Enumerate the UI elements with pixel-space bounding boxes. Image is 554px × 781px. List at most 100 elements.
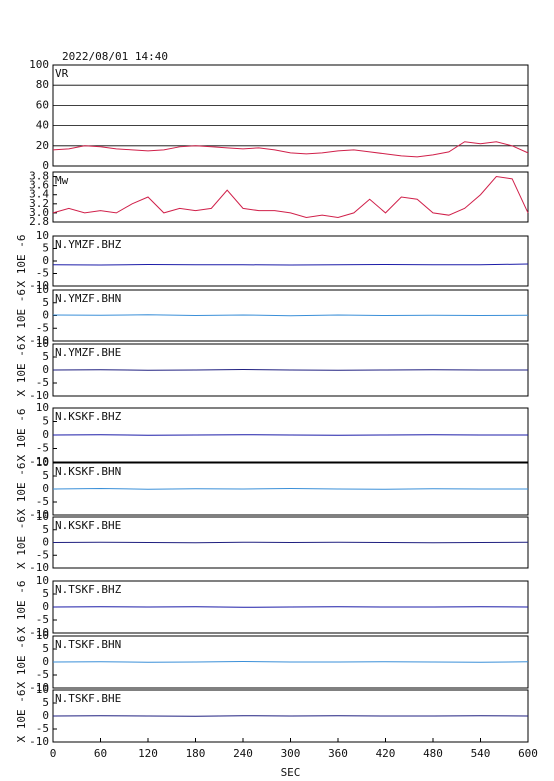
series-label: N.YMZF.BHN xyxy=(55,292,121,305)
y-axis-label: X 10E -6 xyxy=(15,235,28,288)
x-tick-label: 60 xyxy=(94,747,107,760)
y-tick-label: 0 xyxy=(42,655,49,668)
y-tick-label: 0 xyxy=(42,428,49,441)
chart-title: 2022/08/01 14:40 xyxy=(62,50,168,63)
y-tick-label: 100 xyxy=(29,58,49,71)
trace xyxy=(52,368,528,371)
series-label: N.TSKF.BHE xyxy=(55,692,121,705)
y-tick-label: 5 xyxy=(42,642,49,655)
y-tick-label: 0 xyxy=(42,159,49,172)
y-tick-label: 0 xyxy=(42,482,49,495)
y-tick-label: -10 xyxy=(29,561,49,574)
trace xyxy=(52,176,529,218)
x-tick-label: 480 xyxy=(423,747,443,760)
series-label: N.YMZF.BHZ xyxy=(55,238,122,251)
y-tick-label: 0 xyxy=(42,309,49,322)
y-tick-label: 5 xyxy=(42,296,49,309)
y-tick-label: 0 xyxy=(42,709,49,722)
x-tick-label: 120 xyxy=(138,747,158,760)
series-label: N.YMZF.BHE xyxy=(55,346,121,359)
y-tick-label: 20 xyxy=(36,139,49,152)
y-tick-label: 10 xyxy=(36,456,49,469)
y-axis-label: X 10E -6 xyxy=(15,463,28,516)
trace xyxy=(52,314,529,317)
y-tick-label: 2.8 xyxy=(29,215,49,228)
y-tick-label: 10 xyxy=(36,401,49,414)
trace xyxy=(52,141,529,158)
y-tick-label: 0 xyxy=(42,536,49,549)
trace xyxy=(52,263,529,266)
x-tick-label: 180 xyxy=(186,747,206,760)
y-tick-label: 3.4 xyxy=(29,188,49,201)
y-tick-label: 10 xyxy=(36,510,49,523)
y-tick-label: -5 xyxy=(36,376,49,389)
y-axis-label: X 10E -6 xyxy=(15,344,28,397)
y-axis-label: X 10E -6 xyxy=(15,636,28,689)
x-tick-label: 360 xyxy=(328,747,348,760)
y-tick-label: -5 xyxy=(36,613,49,626)
y-axis-label: X 10E -6 xyxy=(15,581,28,634)
y-tick-label: 0 xyxy=(42,600,49,613)
series-label: N.KSKF.BHZ xyxy=(55,410,122,423)
y-tick-label: -5 xyxy=(36,442,49,455)
y-tick-label: 10 xyxy=(36,629,49,642)
y-tick-label: -10 xyxy=(29,681,49,694)
series-label: Mw xyxy=(55,174,69,187)
y-tick-label: 5 xyxy=(42,587,49,600)
y-tick-label: 5 xyxy=(42,469,49,482)
y-tick-label: 3.6 xyxy=(29,179,49,192)
trace xyxy=(52,660,529,663)
y-tick-label: 5 xyxy=(42,242,49,255)
x-tick-label: 240 xyxy=(233,747,253,760)
series-label: N.KSKF.BHN xyxy=(55,465,121,478)
y-tick-label: -5 xyxy=(36,267,49,280)
y-axis-label: X 10E -6 xyxy=(15,516,28,569)
y-tick-label: 3.0 xyxy=(29,206,49,219)
y-tick-label: -5 xyxy=(36,722,49,735)
x-tick-label: 600 xyxy=(518,747,538,760)
series-label: N.TSKF.BHZ xyxy=(55,583,122,596)
y-tick-label: -10 xyxy=(29,455,49,468)
trace xyxy=(52,487,528,490)
y-tick-label: 5 xyxy=(42,415,49,428)
x-tick-label: 0 xyxy=(50,747,57,760)
panel-frame xyxy=(52,171,529,223)
y-tick-label: 10 xyxy=(36,283,49,296)
y-tick-label: 80 xyxy=(36,78,49,91)
x-tick-label: 300 xyxy=(281,747,301,760)
y-tick-label: 10 xyxy=(36,683,49,696)
y-tick-label: 5 xyxy=(42,523,49,536)
series-label: N.TSKF.BHN xyxy=(55,638,121,651)
y-axis-label: X 10E -6 xyxy=(15,409,28,462)
y-tick-label: 3.8 xyxy=(29,170,49,183)
y-tick-label: 0 xyxy=(42,254,49,267)
y-tick-label: -10 xyxy=(29,735,49,748)
y-tick-label: -10 xyxy=(29,626,49,639)
trace xyxy=(52,434,528,436)
y-tick-label: -10 xyxy=(29,279,49,292)
y-tick-label: -5 xyxy=(36,321,49,334)
y-tick-label: -10 xyxy=(29,389,49,402)
y-tick-label: -10 xyxy=(29,334,49,347)
panel-frame xyxy=(52,64,529,167)
y-tick-label: -5 xyxy=(36,548,49,561)
y-tick-label: 40 xyxy=(36,119,49,132)
y-axis-label: X 10E -6 xyxy=(15,690,28,743)
y-tick-label: -10 xyxy=(29,508,49,521)
y-tick-label: 60 xyxy=(36,98,49,111)
y-tick-label: -5 xyxy=(36,668,49,681)
y-tick-label: 10 xyxy=(36,574,49,587)
y-tick-label: 10 xyxy=(36,229,49,242)
panel-frame xyxy=(52,235,529,287)
y-tick-label: 10 xyxy=(36,337,49,350)
y-tick-label: 0 xyxy=(42,363,49,376)
y-tick-label: 5 xyxy=(42,350,49,363)
x-axis-label: SEC xyxy=(281,766,301,779)
y-tick-label: 3.2 xyxy=(29,197,49,210)
y-axis-label: X 10E -6 xyxy=(15,289,28,342)
y-tick-label: -5 xyxy=(36,495,49,508)
trace xyxy=(52,715,529,717)
x-tick-label: 540 xyxy=(471,747,491,760)
